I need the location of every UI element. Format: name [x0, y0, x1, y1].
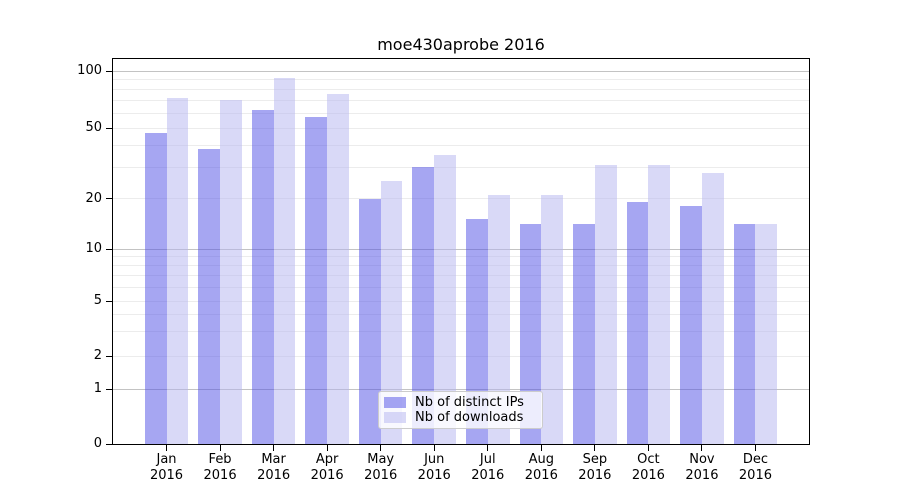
x-tick-mark — [594, 445, 596, 451]
chart-title: moe430aprobe 2016 — [377, 35, 545, 54]
gridline-major — [113, 388, 809, 390]
bar-downloads — [220, 100, 242, 444]
gridline-minor — [113, 198, 809, 199]
gridline-minor — [113, 99, 809, 101]
x-tick-mark — [487, 445, 489, 451]
bar-downloads — [701, 172, 724, 444]
x-tick-mark — [540, 445, 542, 451]
gridline-minor — [113, 166, 809, 168]
y-tick-label: 0 — [93, 436, 102, 451]
x-tick-mark — [326, 445, 328, 451]
x-tick-label: Dec 2016 — [738, 452, 772, 483]
bar-downloads — [434, 155, 457, 444]
x-tick-label: Feb 2016 — [203, 452, 237, 483]
x-tick-mark — [166, 445, 168, 451]
bar-distinct-ips — [626, 202, 649, 444]
bar-distinct-ips — [412, 167, 435, 444]
gridline-minor — [113, 286, 809, 288]
axis-spine-top — [112, 58, 810, 59]
bar-distinct-ips — [198, 149, 221, 444]
y-tick-mark — [106, 443, 113, 445]
y-tick-mark — [106, 388, 113, 390]
legend-swatch-distinct-ips — [384, 396, 406, 408]
bar-downloads — [594, 164, 617, 444]
y-tick-label: 100 — [77, 63, 102, 78]
y-tick-mark — [106, 127, 113, 129]
x-tick-mark — [273, 445, 275, 451]
x-tick-label: Aug 2016 — [524, 452, 558, 483]
legend-item-downloads: Nb of downloads — [384, 410, 536, 425]
gridline-minor — [113, 331, 809, 333]
bar-distinct-ips — [573, 224, 595, 444]
gridline-minor — [113, 112, 809, 114]
gridline-minor — [113, 313, 809, 315]
y-tick-label: 20 — [85, 190, 102, 206]
bar-downloads — [380, 181, 403, 444]
legend: Nb of distinct IPs Nb of downloads — [378, 391, 543, 429]
bar-distinct-ips — [733, 224, 756, 444]
y-tick-label: 10 — [85, 241, 102, 256]
y-tick-label: 5 — [93, 293, 102, 308]
y-tick-mark — [106, 248, 113, 250]
bar-downloads — [273, 77, 296, 444]
y-tick-mark — [106, 300, 113, 302]
axis-spine-bottom — [112, 444, 810, 445]
x-tick-mark — [219, 445, 221, 451]
gridline-minor — [113, 275, 809, 277]
bar-downloads — [541, 194, 564, 444]
gridline-major — [113, 248, 809, 250]
x-tick-label: May 2016 — [364, 452, 398, 483]
x-tick-label: Sep 2016 — [578, 452, 612, 483]
bar-downloads — [755, 224, 778, 444]
bar-distinct-ips — [358, 198, 381, 444]
bar-downloads — [487, 194, 510, 444]
legend-label-distinct-ips: Nb of distinct IPs — [415, 394, 524, 410]
x-tick-mark — [380, 445, 382, 451]
bar-distinct-ips — [465, 219, 488, 444]
bar-distinct-ips — [251, 110, 274, 444]
gridline-minor — [113, 256, 809, 258]
gridline-minor — [113, 300, 809, 302]
x-tick-label: Apr 2016 — [310, 452, 344, 483]
y-tick-mark — [106, 355, 113, 357]
gridline-major — [113, 70, 809, 72]
legend-label-downloads: Nb of downloads — [415, 410, 524, 426]
gridline-minor — [113, 355, 809, 357]
bar-downloads — [327, 93, 349, 444]
x-tick-label: Mar 2016 — [257, 452, 291, 483]
gridline-minor — [113, 88, 809, 90]
y-tick-mark — [106, 70, 113, 72]
gridline-minor — [113, 127, 809, 129]
bar-distinct-ips — [144, 132, 167, 444]
x-tick-mark — [701, 445, 703, 451]
y-tick-label: 50 — [85, 120, 102, 135]
x-tick-label: Jul 2016 — [471, 452, 505, 483]
legend-swatch-downloads — [384, 412, 406, 424]
y-tick-mark — [106, 198, 113, 199]
gridline-minor — [113, 144, 809, 146]
bar-distinct-ips — [680, 206, 702, 444]
axis-spine-right — [809, 58, 810, 445]
x-tick-label: Oct 2016 — [631, 452, 665, 483]
bar-distinct-ips — [519, 224, 542, 444]
bar-downloads — [166, 98, 189, 444]
gridline-minor — [113, 79, 809, 81]
x-tick-mark — [433, 445, 435, 451]
x-tick-mark — [754, 445, 756, 451]
x-tick-label: Jan 2016 — [149, 452, 184, 483]
y-tick-label: 1 — [93, 381, 102, 396]
gridline-minor — [113, 265, 809, 267]
x-tick-label: Nov 2016 — [685, 452, 719, 483]
x-tick-label: Jun 2016 — [417, 452, 451, 483]
axis-spine-left — [112, 58, 113, 445]
bar-distinct-ips — [305, 117, 328, 444]
y-tick-label: 2 — [93, 348, 102, 363]
bar-downloads — [648, 164, 671, 444]
legend-item-distinct-ips: Nb of distinct IPs — [384, 395, 536, 410]
x-tick-mark — [647, 445, 649, 451]
